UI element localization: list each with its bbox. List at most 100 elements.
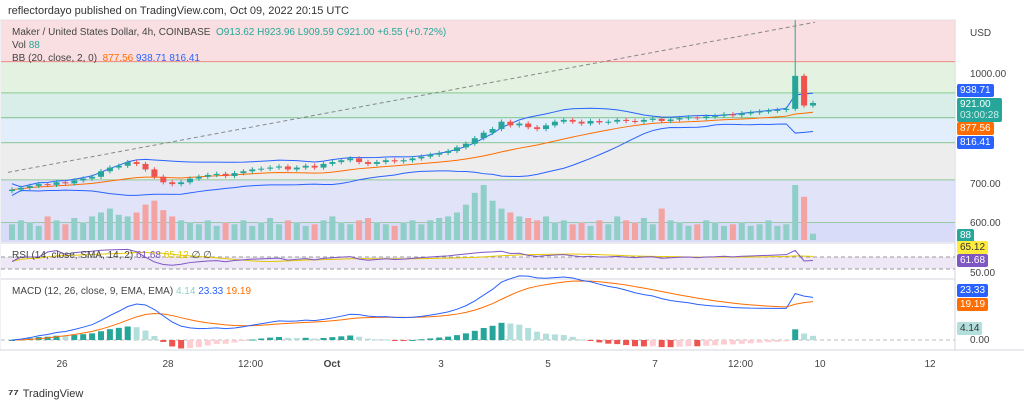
rsi-extra: ∅ ∅ <box>191 250 212 261</box>
volume-bar <box>338 222 345 240</box>
macd-hist-bar <box>454 335 460 340</box>
candle-body <box>667 119 674 121</box>
candle-body <box>258 168 265 170</box>
volume-bar <box>80 222 87 240</box>
volume-bar <box>9 224 15 240</box>
macd-hist-bar <box>703 340 710 346</box>
macd-hist-bar <box>382 339 389 341</box>
macd-hist-bar <box>80 334 87 340</box>
rsi-label: RSI (14, close, SMA, 14, 2) <box>12 250 134 261</box>
candle-body <box>436 152 443 155</box>
volume-bar <box>329 216 336 240</box>
candle-body <box>35 184 42 186</box>
macd-hist-bar <box>53 335 60 340</box>
candle-body <box>115 165 122 168</box>
macd-hist-bar <box>721 340 727 345</box>
macd-hist-bar <box>240 340 247 342</box>
volume-bar <box>106 208 113 240</box>
macd-hist-bar <box>391 340 398 341</box>
volume-bar <box>178 220 185 240</box>
macd-hist-bar <box>71 335 78 340</box>
candle-body <box>810 102 816 106</box>
candle-body <box>489 129 496 133</box>
candle-body <box>80 178 87 181</box>
rsi-ma-value: 65.12 <box>163 250 189 261</box>
price-tick: 1000.00 <box>970 69 1007 80</box>
volume-bar <box>792 185 799 240</box>
macd-hist-bar <box>605 340 612 344</box>
volume-bar <box>640 218 647 240</box>
candle-body <box>133 162 140 164</box>
volume-bar <box>632 222 638 240</box>
candle-body <box>560 119 567 122</box>
candle-body <box>89 176 96 179</box>
tradingview-logo[interactable]: ⁷⁷ TradingView <box>8 386 83 401</box>
price-tag-value: 921.00 <box>960 99 991 110</box>
candle-body <box>320 163 327 168</box>
volume-bar <box>204 220 211 240</box>
macd-hist-bar <box>9 340 15 341</box>
candle-body <box>774 109 781 111</box>
time-tick: 5 <box>545 359 551 370</box>
macd-hist-bar <box>489 325 496 340</box>
macd-hist-bar <box>783 340 790 342</box>
volume-bar <box>578 222 585 240</box>
volume-bar <box>738 222 745 240</box>
candle-body <box>98 171 104 177</box>
candle-body <box>53 182 60 185</box>
candle-body <box>62 182 69 184</box>
volume-legend: Vol 88 <box>12 39 446 52</box>
macd-signal-value: 19.19 <box>226 286 252 297</box>
volume-bar <box>489 200 496 240</box>
bb-basis-tag: 877.56 <box>957 122 994 135</box>
volume-bar <box>747 225 754 240</box>
volume-bar <box>729 224 736 240</box>
volume-bar <box>525 218 532 240</box>
macd-hist-bar <box>258 338 265 340</box>
time-tick: 28 <box>162 359 174 370</box>
macd-hist-bar <box>338 336 345 340</box>
volume-bar <box>623 220 630 240</box>
macd-hist-bar <box>178 340 185 349</box>
macd-hist-bar <box>462 333 469 340</box>
candle-body <box>623 119 630 121</box>
time-tick: 12:00 <box>728 359 754 370</box>
volume-bar <box>169 216 176 240</box>
macd-hist-bar <box>471 330 478 340</box>
volume-bar <box>480 185 487 240</box>
candle-body <box>676 118 683 120</box>
macd-hist-bar <box>765 340 772 343</box>
macd-hist-bar <box>747 340 754 344</box>
low-value: L909.59 <box>297 27 334 38</box>
price-tick: 700.00 <box>970 179 1001 190</box>
macd-hist-bar <box>284 337 291 340</box>
macd-hist-bar <box>267 337 274 340</box>
open-value: O913.62 <box>215 27 255 38</box>
macd-hist-bar <box>667 340 674 348</box>
bar-countdown: 03:00:28 <box>960 110 999 121</box>
zone-band <box>1 118 955 143</box>
volume-bar <box>124 216 131 240</box>
candle-body <box>498 121 505 130</box>
macd-hist-bar <box>632 340 638 347</box>
macd-hist-bar <box>222 340 229 344</box>
candle-body <box>249 169 256 172</box>
volume-bar <box>801 196 808 240</box>
macd-hist-bar <box>311 338 318 340</box>
currency-label: USD <box>970 28 992 39</box>
macd-hist-bar <box>169 340 176 347</box>
candle-body <box>649 118 656 120</box>
volume-bar <box>409 220 416 240</box>
macd-hist-bar <box>649 340 656 347</box>
chart-canvas[interactable] <box>0 0 1024 380</box>
volume-bar <box>293 222 300 240</box>
candle-body <box>445 151 452 153</box>
volume-bar <box>391 225 398 240</box>
macd-hist-bar <box>329 337 336 340</box>
close-value: C921.00 <box>336 27 375 38</box>
volume-bar <box>569 224 576 240</box>
candle-body <box>738 113 745 116</box>
candle-body <box>329 162 336 164</box>
volume-bar <box>187 222 193 240</box>
volume-bar <box>658 208 665 240</box>
